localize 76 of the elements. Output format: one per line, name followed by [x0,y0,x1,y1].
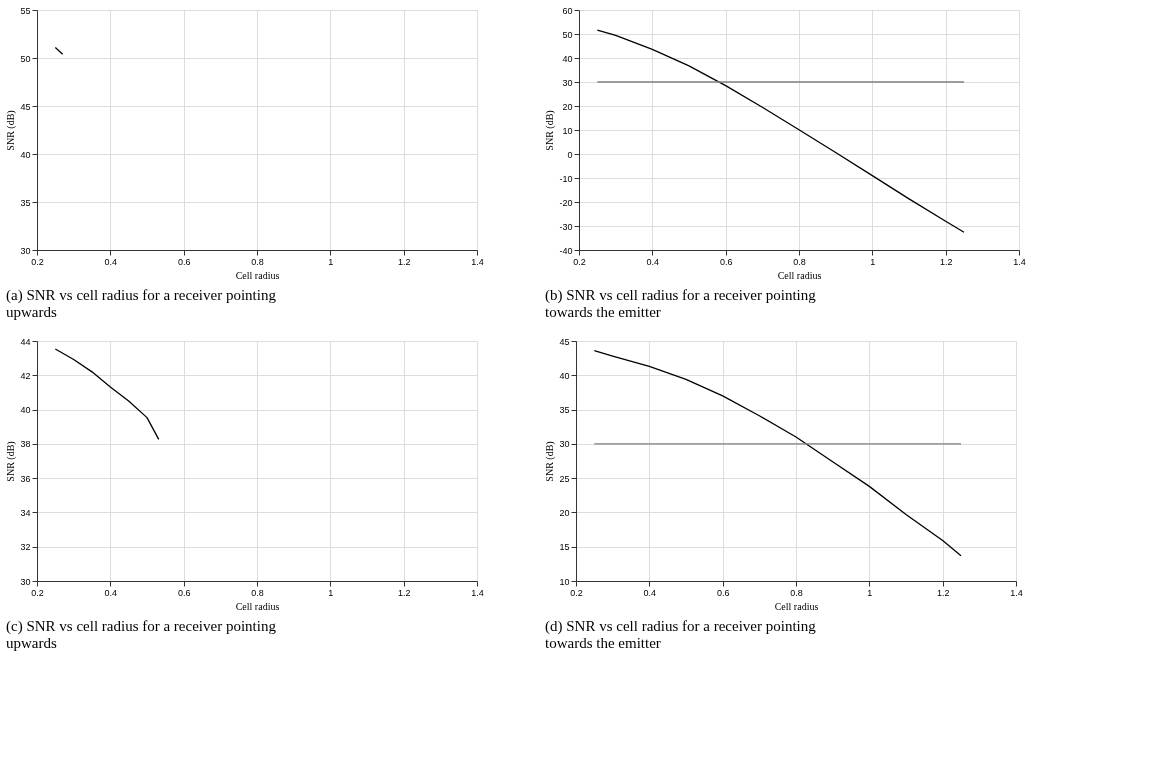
x-tick-label: 0.8 [251,587,264,598]
x-tick-label: 0.8 [790,587,803,598]
y-axis-title: SNR (dB) [544,441,557,482]
y-tick-label: 45 [559,336,570,347]
y-tick-label: 40 [562,53,573,64]
x-tick-label: 0.8 [251,256,264,267]
x-tick-label: 0.2 [31,256,44,267]
y-tick-label: 38 [20,439,31,450]
text: (c) SNR vs cell radius for a receiver pointing upwards [5,618,277,651]
y-tick-label: 30 [559,439,570,450]
x-axis-title: Cell radius [235,269,280,281]
x-axis-title: Cell radius [235,600,280,612]
y-tick-label: 60 [562,5,573,16]
y-tick-label: 20 [562,101,573,112]
y-tick-label: 35 [20,197,31,208]
x-tick-label: 0.6 [719,256,733,267]
text: (b) SNR vs cell radius for a receiver pointing towards the emitter [544,287,817,320]
y-tick-label: 50 [20,53,31,64]
y-tick-label: 15 [559,542,570,553]
x-tick-label: 0.8 [793,256,806,267]
text: (d) SNR vs cell radius for a receiver pointing towards the emitter [544,618,817,651]
x-tick-label: 0.6 [716,587,730,598]
y-tick-label: 42 [20,370,31,381]
x-axis-title: Cell radius [777,269,822,281]
x-tick-label: 0.6 [177,256,191,267]
x-tick-label: 1 [867,587,873,598]
y-tick-label: -10 [559,173,573,184]
y-tick-label: 50 [562,29,573,40]
y-tick-label: 40 [20,405,31,416]
y-tick-label: 40 [20,149,31,160]
line-series [593,349,962,557]
y-tick-label: -30 [559,221,573,232]
y-tick-label: 25 [559,473,570,484]
x-tick-label: 1.4 [1010,587,1023,598]
y-tick-label: 30 [20,576,31,587]
x-tick-label: 1.4 [471,256,484,267]
x-tick-label: 1 [328,256,334,267]
x-tick-label: 0.4 [643,587,657,598]
x-tick-label: 1 [870,256,876,267]
text: (a) SNR vs cell radius for a receiver pointing upwards [5,287,277,320]
x-tick-label: 1.4 [1013,256,1026,267]
y-tick-label: 55 [20,5,31,16]
line-series [54,348,160,441]
x-tick-label: 1.2 [939,256,953,267]
y-tick-label: 20 [559,507,570,518]
y-tick-label: 44 [20,336,31,347]
x-tick-label: 1.2 [397,256,411,267]
x-axis-title: Cell radius [774,600,819,612]
y-tick-label: 0 [567,149,573,160]
x-tick-label: 1.4 [471,587,484,598]
y-tick-label: 34 [20,507,31,518]
x-tick-label: 1 [328,587,334,598]
x-tick-label: 0.2 [31,587,44,598]
x-tick-label: 0.2 [570,587,583,598]
line-series [596,29,965,233]
y-axis-title: SNR (dB) [5,441,18,482]
y-tick-label: -20 [559,197,573,208]
y-tick-label: 36 [20,473,31,484]
y-axis-title: SNR (dB) [544,110,557,151]
y-tick-label: 32 [20,542,31,553]
y-tick-label: 40 [559,370,570,381]
y-tick-label: 35 [559,405,570,416]
y-tick-label: 10 [562,125,573,136]
x-tick-label: 0.6 [177,587,191,598]
x-tick-label: 0.2 [573,256,586,267]
y-tick-label: -40 [559,245,573,256]
y-tick-label: 45 [20,101,31,112]
y-tick-label: 10 [559,576,570,587]
x-tick-label: 0.4 [104,256,118,267]
x-tick-label: 1.2 [397,587,411,598]
x-tick-label: 0.4 [646,256,660,267]
x-tick-label: 1.2 [936,587,950,598]
y-axis-title: SNR (dB) [5,110,18,151]
x-tick-label: 0.4 [104,587,118,598]
y-tick-label: 30 [20,245,31,256]
y-tick-label: 30 [562,77,573,88]
